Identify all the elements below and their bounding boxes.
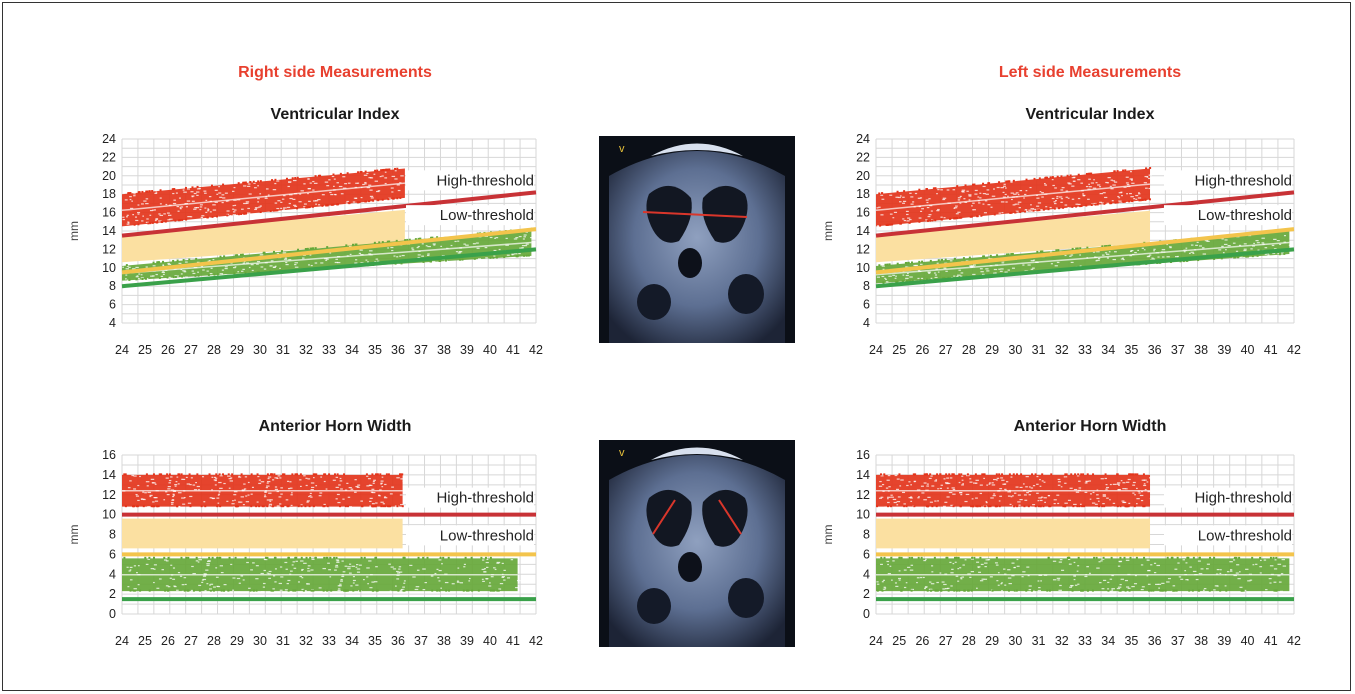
ultrasound-image-ventricular-index: v: [599, 136, 795, 343]
chart-title-ahw-right: Anterior Horn Width: [258, 418, 412, 435]
us-marker: v: [619, 143, 625, 155]
right-side-title: Right side Measurements: [238, 64, 432, 81]
ultrasound-vi-drawing: v: [599, 136, 795, 343]
us-marker: v: [619, 447, 625, 459]
ultrasound-ahw-drawing: v: [599, 440, 795, 647]
chart-title-vi-left: Ventricular Index: [1025, 106, 1155, 123]
chart-title-ahw-left: Anterior Horn Width: [1013, 418, 1167, 435]
chart-title-vi-right: Ventricular Index: [270, 106, 400, 123]
ultrasound-image-anterior-horn-width: v: [599, 440, 795, 647]
left-side-title: Left side Measurements: [998, 64, 1182, 81]
